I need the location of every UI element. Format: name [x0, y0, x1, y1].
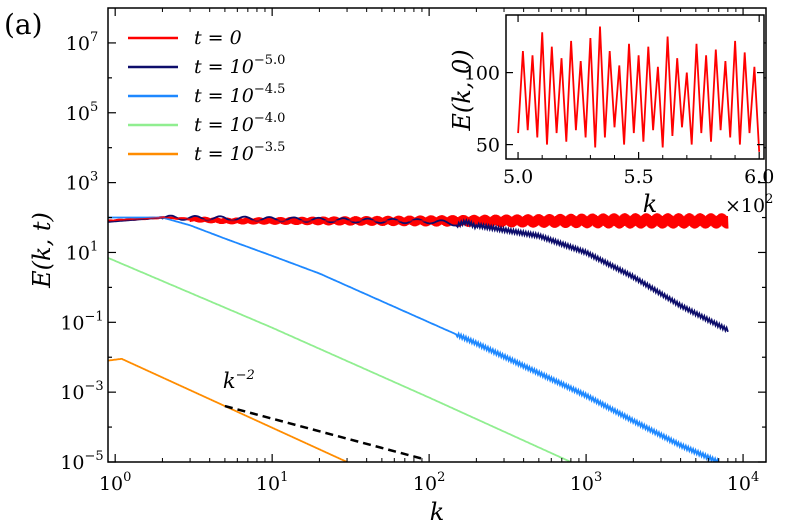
inset-chart: 5.0 5.5 6.0 50 100 k E(k, 0) ×102	[448, 14, 774, 218]
y-tick-label: 107	[66, 30, 98, 55]
series-line-1	[108, 214, 729, 334]
y-tick-label: 10−3	[60, 379, 103, 404]
x-tick-label: 104	[727, 470, 759, 495]
legend: t = 0 t = 10−5.0 t = 10−4.5 t = 10−4.0 t = 1…	[128, 27, 285, 165]
series-line-2	[108, 216, 720, 462]
panel-label: (a)	[4, 8, 43, 41]
x-axis-label: k	[430, 498, 445, 526]
series-line-3	[108, 257, 572, 462]
inset-y-tick-label: 100	[464, 63, 500, 85]
legend-label-2: t = 10−4.5	[194, 82, 285, 107]
inset-x-tick-label: 6.0	[744, 166, 774, 188]
x-tick-label: 100	[99, 470, 131, 495]
inset-x-multiplier: ×102	[725, 192, 773, 217]
inset-x-tick-label: 5.5	[624, 166, 654, 188]
inset-x-axis-label: k	[643, 190, 658, 218]
y-tick-label: 101	[66, 239, 98, 264]
inset-y-axis-label: E(k, 0)	[448, 49, 476, 131]
inset-x-tick-label: 5.0	[503, 166, 533, 188]
y-tick-label: 10−1	[60, 309, 103, 334]
y-tick-label: 103	[66, 170, 98, 195]
legend-label-1: t = 10−5.0	[194, 53, 285, 78]
y-tick-label: 10−5	[60, 449, 103, 474]
inset-series-line	[517, 26, 761, 152]
y-tick-label: 105	[66, 100, 98, 125]
legend-label-3: t = 10−4.0	[194, 111, 285, 136]
legend-label-4: t = 10−3.5	[194, 140, 285, 165]
reference-line	[224, 404, 423, 460]
main-chart: k−2 100 101 102 103 104 10−5 10−3 10−1 101 103 105 1…	[28, 7, 767, 526]
series-line-0-overlay	[108, 216, 430, 222]
legend-label-0: t = 0	[194, 27, 242, 49]
plot-frame	[107, 7, 767, 463]
inset-y-tick-label: 50	[476, 135, 500, 157]
x-tick-label: 102	[413, 470, 445, 495]
x-tick-label: 103	[570, 470, 602, 495]
reference-line-label: k−2	[223, 368, 255, 393]
y-axis-label: E(k, t)	[28, 212, 56, 289]
x-tick-label: 101	[256, 470, 288, 495]
plot-area	[108, 213, 729, 462]
